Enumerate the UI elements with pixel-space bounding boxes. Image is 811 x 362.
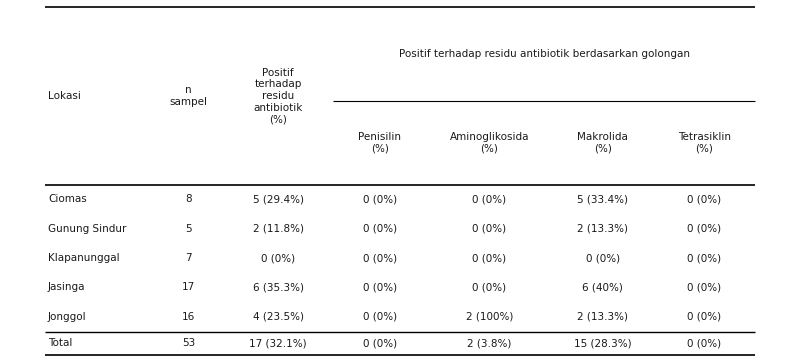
Text: 2 (13.3%): 2 (13.3%) (577, 224, 628, 234)
Text: 0 (0%): 0 (0%) (471, 194, 506, 204)
Text: 5 (33.4%): 5 (33.4%) (577, 194, 628, 204)
Text: 0 (0%): 0 (0%) (686, 338, 721, 348)
Text: 6 (35.3%): 6 (35.3%) (252, 282, 303, 292)
Text: Lokasi: Lokasi (48, 91, 80, 101)
Text: Ciomas: Ciomas (48, 194, 87, 204)
Text: 0 (0%): 0 (0%) (362, 312, 397, 322)
Text: Tetrasiklin
(%): Tetrasiklin (%) (677, 132, 730, 154)
Text: 2 (11.8%): 2 (11.8%) (252, 224, 303, 234)
Text: 0 (0%): 0 (0%) (362, 338, 397, 348)
Text: 0 (0%): 0 (0%) (362, 194, 397, 204)
Text: Gunung Sindur: Gunung Sindur (48, 224, 127, 234)
Text: 15 (28.3%): 15 (28.3%) (573, 338, 631, 348)
Text: 17: 17 (182, 282, 195, 292)
Text: Klapanunggal: Klapanunggal (48, 253, 119, 263)
Text: n
sampel: n sampel (169, 85, 208, 107)
Text: Makrolida
(%): Makrolida (%) (577, 132, 628, 154)
Text: 0 (0%): 0 (0%) (471, 253, 506, 263)
Text: 2 (3.8%): 2 (3.8%) (466, 338, 511, 348)
Text: 0 (0%): 0 (0%) (585, 253, 620, 263)
Text: 0 (0%): 0 (0%) (686, 253, 721, 263)
Text: 17 (32.1%): 17 (32.1%) (249, 338, 307, 348)
Text: 0 (0%): 0 (0%) (362, 282, 397, 292)
Text: Total: Total (48, 338, 72, 348)
Text: 0 (0%): 0 (0%) (686, 312, 721, 322)
Text: 16: 16 (182, 312, 195, 322)
Text: 0 (0%): 0 (0%) (362, 253, 397, 263)
Text: 2 (13.3%): 2 (13.3%) (577, 312, 628, 322)
Text: 2 (100%): 2 (100%) (465, 312, 513, 322)
Text: 0 (0%): 0 (0%) (260, 253, 295, 263)
Text: 5: 5 (185, 224, 192, 234)
Text: Jasinga: Jasinga (48, 282, 85, 292)
Text: 0 (0%): 0 (0%) (471, 224, 506, 234)
Text: Positif terhadap residu antibiotik berdasarkan golongan: Positif terhadap residu antibiotik berda… (398, 49, 689, 59)
Text: 7: 7 (185, 253, 192, 263)
Text: Jonggol: Jonggol (48, 312, 87, 322)
Text: Aminoglikosida
(%): Aminoglikosida (%) (449, 132, 528, 154)
Text: 4 (23.5%): 4 (23.5%) (252, 312, 303, 322)
Text: 53: 53 (182, 338, 195, 348)
Text: 0 (0%): 0 (0%) (686, 282, 721, 292)
Text: 5 (29.4%): 5 (29.4%) (252, 194, 303, 204)
Text: 0 (0%): 0 (0%) (471, 282, 506, 292)
Text: Positif
terhadap
residu
antibiotik
(%): Positif terhadap residu antibiotik (%) (253, 68, 303, 124)
Text: Penisilin
(%): Penisilin (%) (358, 132, 401, 154)
Text: 0 (0%): 0 (0%) (686, 224, 721, 234)
Text: 6 (40%): 6 (40%) (581, 282, 623, 292)
Text: 8: 8 (185, 194, 192, 204)
Text: 0 (0%): 0 (0%) (362, 224, 397, 234)
Text: 0 (0%): 0 (0%) (686, 194, 721, 204)
